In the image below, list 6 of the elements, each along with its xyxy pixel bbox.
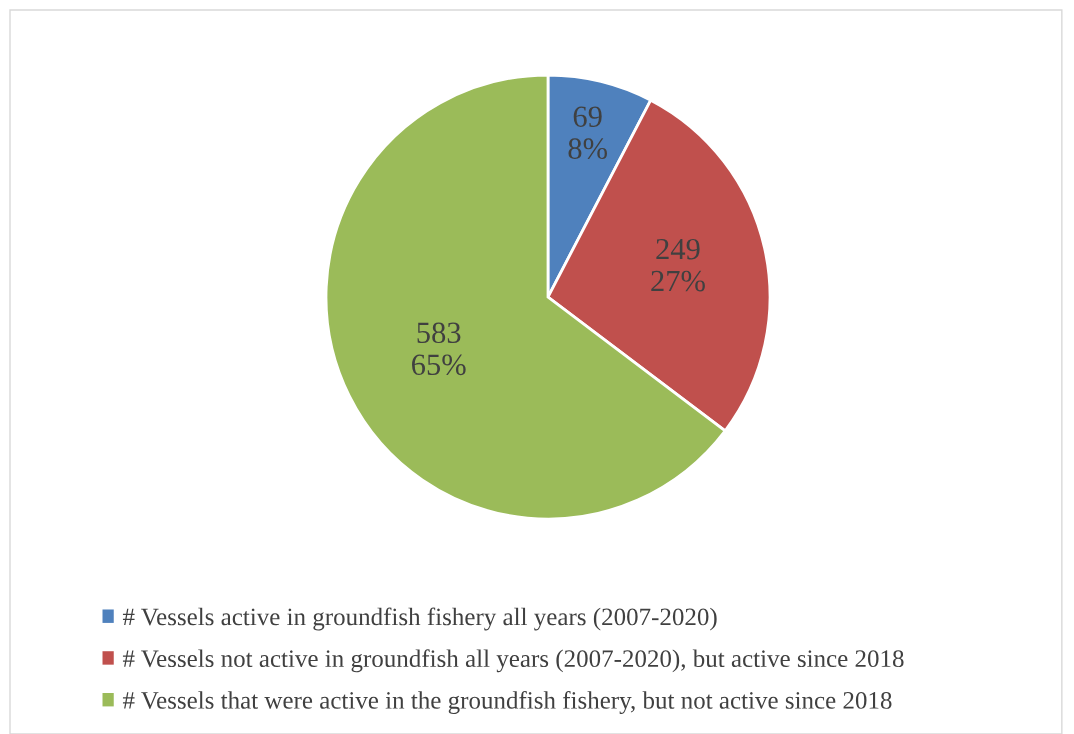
data-label: 583 65% <box>412 322 466 376</box>
legend-label: # Vessels active in groundfish fishery all years (2007-2020) <box>122 607 717 631</box>
legend-label: # Vessels that were active in the groundfish fishery, but not active since 2018 <box>122 690 892 714</box>
legend-label: # Vessels not active in groundfish all years (2007-2020), but active since 2018 <box>122 649 904 673</box>
data-label: 249 27% <box>651 238 705 292</box>
data-label: 69 8% <box>568 106 607 160</box>
